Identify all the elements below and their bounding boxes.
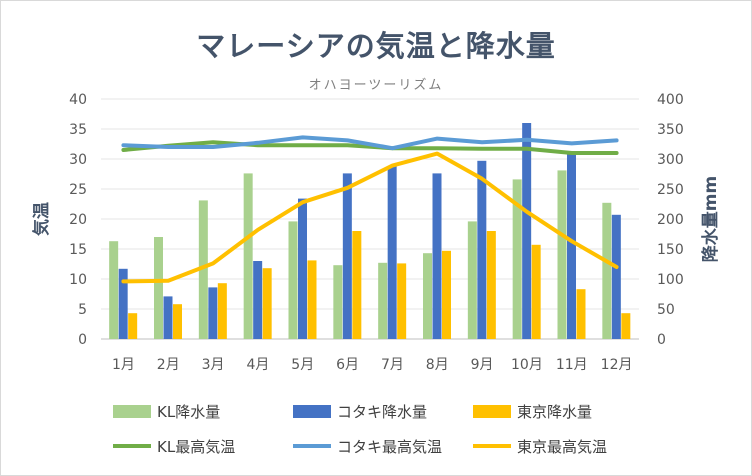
x-tick-label: 12月: [601, 357, 633, 373]
legend-item-kota-temp: コタキ最高気温: [293, 436, 442, 456]
legend-label-kota-rain: コタキ降水量: [337, 402, 428, 421]
bar: [611, 214, 621, 339]
legend-swatch-kota-rain: [293, 404, 331, 418]
bar: [342, 173, 352, 339]
bar: [557, 170, 567, 339]
y2-tick-label: 50: [657, 302, 675, 318]
bar: [128, 313, 138, 339]
bar: [522, 123, 532, 339]
y2-tick-label: 300: [657, 152, 684, 168]
x-tick-label: 1月: [112, 357, 135, 373]
bar: [243, 173, 253, 339]
bar: [217, 283, 227, 339]
y2-tick-label: 250: [657, 182, 684, 198]
legend-swatch-kl-temp: [113, 444, 151, 448]
y-tick-label: 30: [69, 152, 87, 168]
legend-swatch-tokyo-rain: [473, 404, 511, 418]
bar: [198, 200, 208, 339]
chart-title: マレーシアの気温と降水量: [196, 29, 556, 63]
bar: [512, 179, 522, 339]
bar: [352, 231, 362, 339]
bar: [397, 263, 407, 339]
x-tick-label: 7月: [381, 357, 404, 373]
y-tick-label: 5: [78, 302, 87, 318]
legend-item-tokyo-temp: 東京最高気温: [473, 436, 607, 456]
chart-subtitle: オハヨーツーリズム: [308, 78, 444, 93]
bar: [378, 262, 388, 339]
y-tick-label: 20: [69, 212, 87, 228]
legend-swatch-kl-rain: [113, 404, 151, 418]
y-tick-label: 0: [78, 332, 87, 348]
legend-label-tokyo-rain: 東京降水量: [517, 402, 593, 421]
y2-tick-label: 150: [657, 242, 684, 258]
x-tick-label: 4月: [246, 357, 269, 373]
legend-swatch-tokyo-temp: [473, 444, 511, 448]
bar: [118, 268, 128, 339]
bar: [486, 231, 496, 339]
bar: [109, 241, 119, 339]
bar: [154, 237, 163, 339]
y2-tick-label: 100: [657, 272, 684, 288]
bar: [621, 313, 631, 339]
legend-label-kl-temp: KL最高気温: [157, 437, 236, 456]
bar: [477, 160, 487, 339]
x-tick-label: 11月: [556, 357, 588, 373]
y2-axis-title: 降水量mm: [700, 176, 721, 262]
bar: [163, 296, 173, 339]
x-tick-label: 10月: [511, 357, 543, 373]
x-tick-label: 9月: [471, 357, 494, 373]
y-axis-title: 気温: [31, 202, 52, 237]
bar: [567, 154, 576, 339]
bar: [432, 173, 442, 339]
bar: [442, 250, 451, 339]
y-tick-label: 40: [69, 92, 87, 108]
bar: [253, 261, 263, 339]
bar: [602, 202, 612, 339]
y-tick-label: 25: [69, 182, 87, 198]
bar: [208, 287, 218, 339]
series-line: [121, 140, 619, 155]
bar: [333, 265, 343, 339]
x-tick-label: 3月: [202, 357, 225, 373]
legend-label-kl-rain: KL降水量: [157, 402, 221, 421]
y2-tick-label: 0: [657, 332, 666, 348]
series-line: [121, 151, 619, 284]
y-tick-label: 35: [69, 122, 87, 138]
bar: [467, 221, 477, 339]
bar: [576, 289, 586, 339]
legend-item-kl-rain: KL降水量: [113, 401, 220, 421]
y2-tick-label: 200: [657, 212, 684, 228]
legend-label-tokyo-temp: 東京最高気温: [517, 437, 608, 456]
legend-item-tokyo-rain: 東京降水量: [473, 401, 592, 421]
x-tick-label: 2月: [157, 357, 180, 373]
x-tick-label: 8月: [426, 357, 449, 373]
series-line: [121, 135, 619, 151]
bar: [531, 244, 541, 339]
bar: [173, 304, 182, 339]
bar: [387, 166, 397, 339]
x-tick-label: 5月: [291, 357, 314, 373]
bar: [307, 260, 317, 339]
y2-tick-label: 400: [657, 92, 684, 108]
bar: [298, 198, 307, 339]
y2-tick-label: 350: [657, 122, 684, 138]
legend-item-kota-rain: コタキ降水量: [293, 401, 427, 421]
bar: [262, 268, 272, 339]
bar: [423, 253, 432, 339]
legend-item-kl-temp: KL最高気温: [113, 436, 235, 456]
x-tick-label: 6月: [336, 357, 359, 373]
bar: [288, 221, 298, 339]
legend-label-kota-temp: コタキ最高気温: [337, 437, 443, 456]
y-tick-label: 15: [69, 242, 87, 258]
y-tick-label: 10: [69, 272, 87, 288]
legend-swatch-kota-temp: [293, 444, 331, 448]
